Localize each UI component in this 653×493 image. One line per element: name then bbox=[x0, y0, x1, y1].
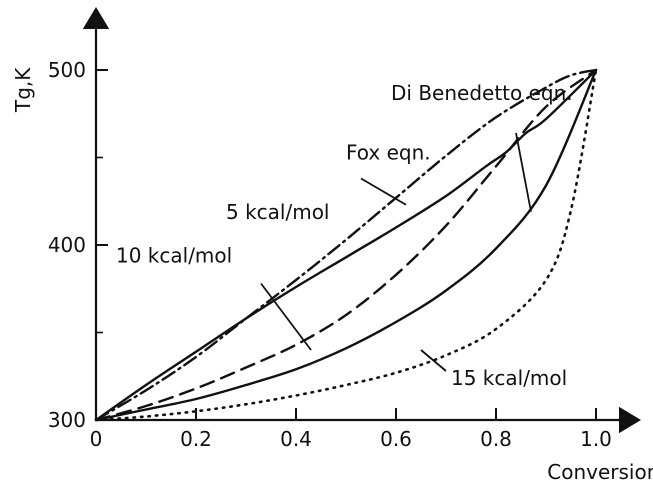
series-group bbox=[94, 68, 598, 422]
annotation-leader bbox=[515, 132, 532, 212]
annotation-label: 10 kcal/mol bbox=[116, 244, 232, 268]
y-tick-label: 400 bbox=[48, 233, 86, 257]
x-tick-label: 0 bbox=[90, 427, 103, 451]
annotation-label: 5 kcal/mol bbox=[226, 200, 330, 224]
annotation-label: 15 kcal/mol bbox=[451, 366, 567, 390]
annotation-leader bbox=[260, 282, 312, 351]
annotations-group: Di Benedetto eqn. Fox eqn. 5 kcal/mol 10 kc… bbox=[116, 81, 573, 390]
annotation-label: Di Benedetto eqn. bbox=[391, 81, 573, 105]
series-line-1 bbox=[94, 68, 598, 422]
x-tick-label: 1.0 bbox=[580, 427, 612, 451]
annotation-label: Fox eqn. bbox=[346, 140, 431, 164]
x-tick-label: 0.4 bbox=[280, 427, 312, 451]
x-tick-label: 0.2 bbox=[180, 427, 212, 451]
axis-labels-group: Tg,K Conversion,% bbox=[11, 67, 653, 484]
series-line-0 bbox=[94, 68, 598, 422]
x-tick-label: 0.6 bbox=[380, 427, 412, 451]
series-line-3 bbox=[94, 68, 598, 422]
y-axis-title: Tg,K bbox=[11, 67, 35, 113]
x-axis-title: Conversion,% bbox=[547, 460, 653, 484]
series-line-2 bbox=[94, 68, 598, 422]
axes: 0 0.2 0.4 0.6 0.8 1.0 300 400 500 bbox=[48, 7, 641, 451]
series-line-4 bbox=[94, 68, 598, 422]
y-tick-label: 300 bbox=[48, 408, 86, 432]
annotation-leader bbox=[360, 177, 407, 206]
y-tick-label: 500 bbox=[48, 58, 86, 82]
annotation-leader bbox=[420, 349, 447, 372]
x-tick-label: 0.8 bbox=[480, 427, 512, 451]
